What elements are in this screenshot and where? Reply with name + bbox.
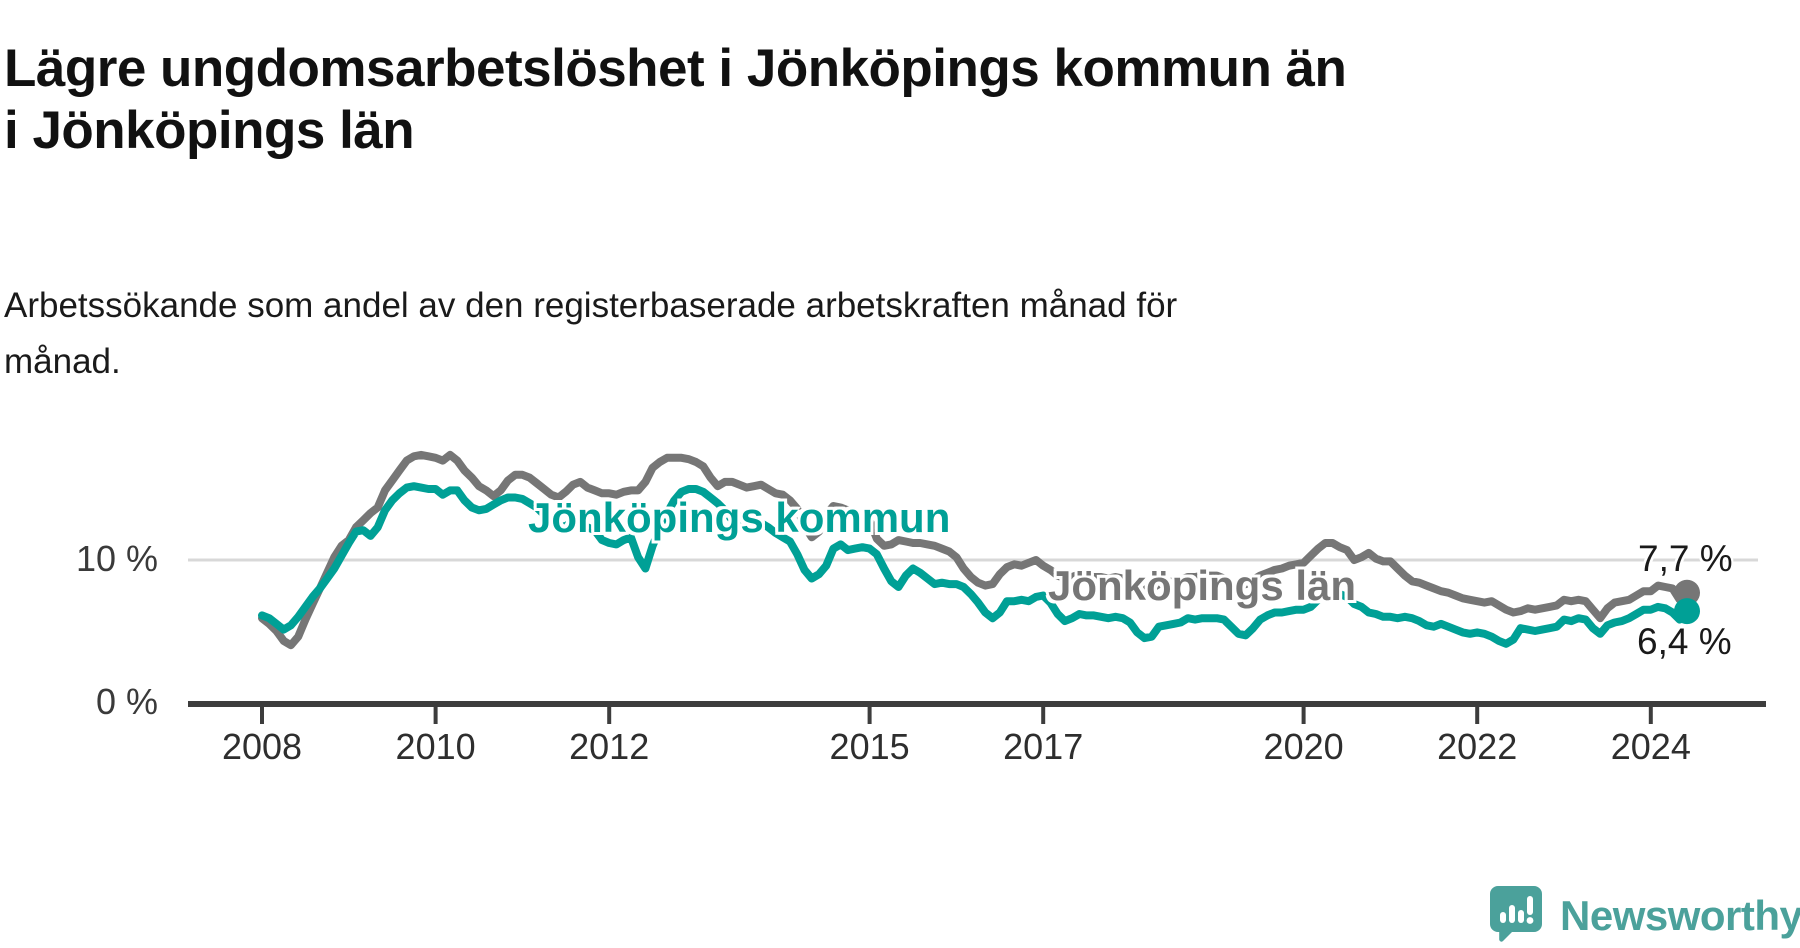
x-tick-label-2010: 2010 — [395, 726, 476, 767]
newsworthy-wordmark: Newsworthy — [1560, 891, 1800, 939]
page-title: Lägre ungdomsarbetslöshet i Jönköpings k… — [4, 38, 1347, 160]
y-axis-label-0: 0 % — [95, 681, 158, 722]
line-jonkopings-lan — [258, 450, 1691, 650]
series-label-lan: Jönköpings län — [1048, 562, 1357, 609]
line-jonkopings-kommun — [258, 482, 1691, 648]
x-tick-label-2017: 2017 — [1003, 726, 1084, 767]
series-label-kommun: Jönköpings kommun — [528, 494, 951, 541]
end-dot-jonkopings-lan — [1674, 579, 1700, 606]
x-tick-label-2015: 2015 — [829, 726, 910, 767]
newsworthy-speech-bubble-chart-icon — [1488, 884, 1544, 947]
end-value-label-lan: 7,7 % — [1638, 538, 1733, 579]
x-tick-label-2008: 2008 — [221, 726, 303, 767]
y-axis-label-10: 10 % — [75, 538, 158, 579]
end-value-label-kommun: 6,4 % — [1637, 621, 1732, 662]
x-tick-label-2020: 2020 — [1263, 726, 1344, 767]
x-tick-label-2024: 2024 — [1610, 726, 1691, 767]
x-tick-label-2022: 2022 — [1437, 726, 1518, 767]
end-dot-jonkopings-kommun — [1674, 598, 1700, 625]
x-tick-label-2012: 2012 — [569, 726, 650, 767]
page-subtitle: Arbetssökande som andel av den registerb… — [4, 286, 1178, 381]
newsworthy-logo: Newsworthy — [1488, 884, 1800, 947]
